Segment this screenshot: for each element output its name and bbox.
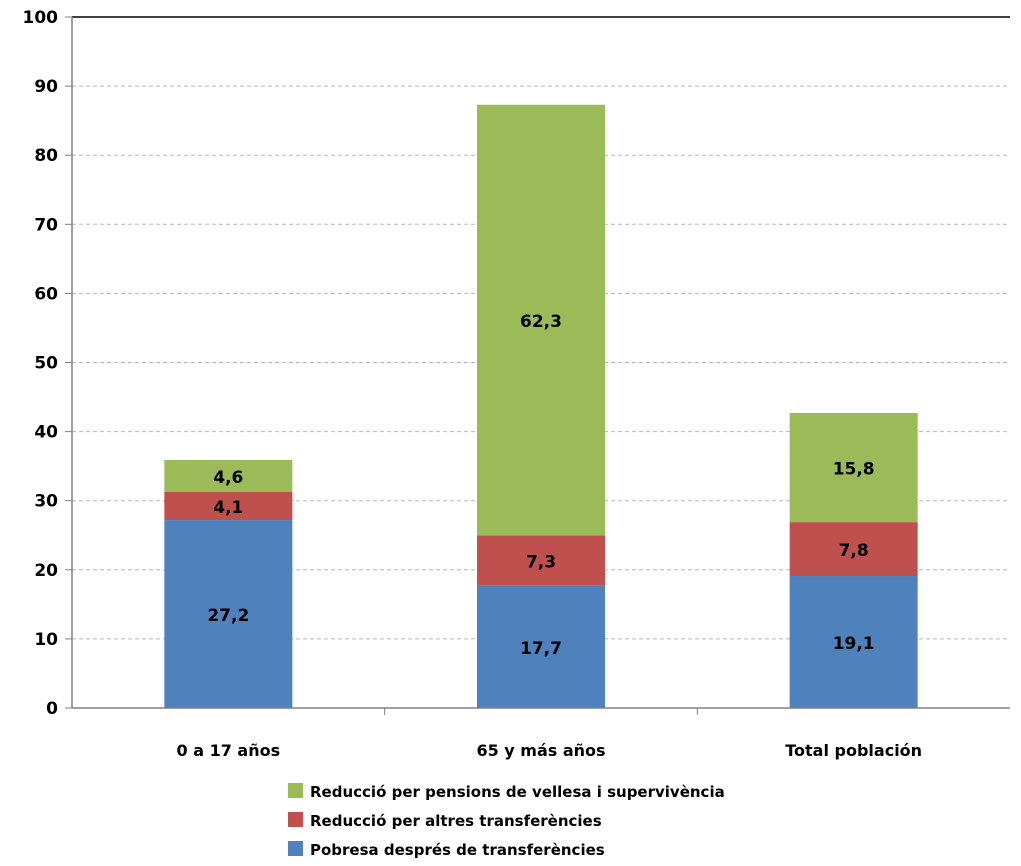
y-tick-label: 90 [34,77,58,97]
bar-segment [789,522,918,577]
y-tick-labels: 0 10 20 30 40 50 60 70 80 90 100 [23,8,59,719]
y-tick-label: 70 [34,215,58,235]
data-label: 27,2 [207,606,249,626]
data-label: 19,1 [833,634,875,654]
y-tick-label: 40 [34,423,58,443]
y-tick-label: 60 [34,284,58,304]
x-category-label: Total población [785,741,922,760]
y-tick-label: 10 [34,630,58,650]
legend-label: Pobresa després de transferències [310,841,605,859]
bar-segment [164,459,293,492]
legend-swatch [288,783,303,798]
bar-segment [477,585,605,708]
x-category-label: 65 y más años [476,741,605,760]
x-category-labels: 0 a 17 años 65 y más años Total población [177,741,923,760]
bar-segment [477,104,605,536]
y-tick-label: 30 [34,492,58,512]
data-label: 7,3 [526,552,556,572]
data-labels: 27,2 4,1 4,6 17,7 7,3 62,3 19,1 7,8 15,8 [207,312,874,659]
bar-segment [789,576,918,708]
data-label: 17,7 [520,639,562,659]
y-tick-label: 80 [34,146,58,166]
legend-label: Reducció per pensions de vellesa i super… [310,783,725,801]
bars [164,104,918,708]
bar-segment [164,520,293,708]
legend-label: Reducció per altres transferències [310,812,602,830]
legend-swatch [288,812,303,827]
axes [65,16,1010,715]
y-tick-label: 50 [34,354,58,374]
bar-segment [477,535,605,586]
bar-segment [164,491,293,521]
y-tick-label: 0 [46,699,58,719]
bar-segment [789,412,918,523]
legend-swatch [288,841,303,856]
y-tick-label: 20 [34,561,58,581]
data-label: 62,3 [520,312,562,332]
x-category-label: 0 a 17 años [177,741,281,760]
data-label: 4,6 [213,468,243,488]
y-tick-label: 100 [23,8,59,28]
data-label: 15,8 [833,460,875,480]
data-label: 7,8 [839,541,869,561]
data-label: 4,1 [213,498,243,518]
legend: Reducció per pensions de vellesa i super… [288,783,725,859]
